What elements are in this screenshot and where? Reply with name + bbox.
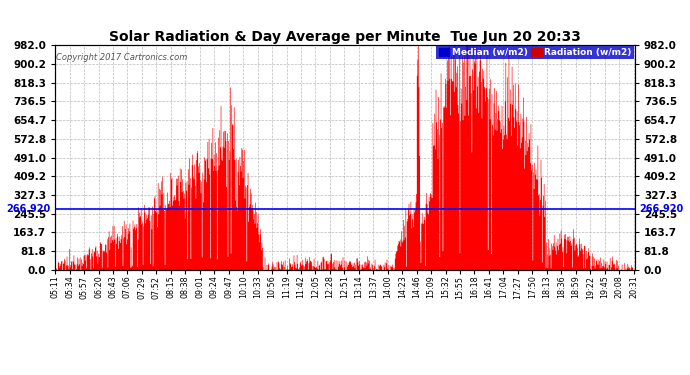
- Text: Copyright 2017 Cartronics.com: Copyright 2017 Cartronics.com: [57, 53, 188, 62]
- Legend: Median (w/m2), Radiation (w/m2): Median (w/m2), Radiation (w/m2): [436, 46, 634, 59]
- Title: Solar Radiation & Day Average per Minute  Tue Jun 20 20:33: Solar Radiation & Day Average per Minute…: [109, 30, 581, 44]
- Text: 266.920: 266.920: [640, 204, 684, 214]
- Text: 266.920: 266.920: [6, 204, 50, 214]
